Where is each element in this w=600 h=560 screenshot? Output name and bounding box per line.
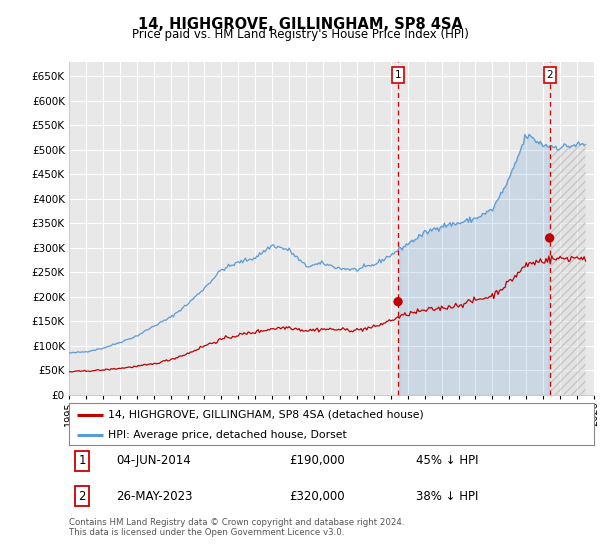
Text: 1: 1 <box>79 454 86 468</box>
Text: 38% ↓ HPI: 38% ↓ HPI <box>415 490 478 503</box>
Text: 2: 2 <box>79 490 86 503</box>
Point <box>545 234 554 242</box>
Text: 26-MAY-2023: 26-MAY-2023 <box>116 490 193 503</box>
Text: 45% ↓ HPI: 45% ↓ HPI <box>415 454 478 468</box>
Text: Price paid vs. HM Land Registry's House Price Index (HPI): Price paid vs. HM Land Registry's House … <box>131 28 469 41</box>
Text: 1: 1 <box>395 70 401 80</box>
Text: £190,000: £190,000 <box>290 454 345 468</box>
Point <box>393 297 403 306</box>
Text: HPI: Average price, detached house, Dorset: HPI: Average price, detached house, Dors… <box>109 430 347 440</box>
Text: £320,000: £320,000 <box>290 490 345 503</box>
Text: 14, HIGHGROVE, GILLINGHAM, SP8 4SA: 14, HIGHGROVE, GILLINGHAM, SP8 4SA <box>137 17 463 32</box>
Text: 2: 2 <box>547 70 553 80</box>
Text: 04-JUN-2014: 04-JUN-2014 <box>116 454 191 468</box>
Text: Contains HM Land Registry data © Crown copyright and database right 2024.
This d: Contains HM Land Registry data © Crown c… <box>69 518 404 538</box>
Text: 14, HIGHGROVE, GILLINGHAM, SP8 4SA (detached house): 14, HIGHGROVE, GILLINGHAM, SP8 4SA (deta… <box>109 410 424 420</box>
